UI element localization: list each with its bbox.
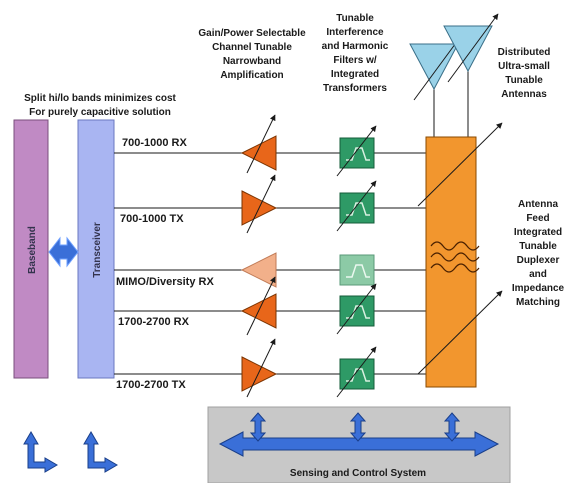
feed-note-line-7: Impedance: [512, 283, 565, 294]
gain-note-line-4: Amplification: [220, 70, 283, 81]
baseband-label: Baseband: [27, 226, 38, 274]
antennas-note-line-2: Ultra-small: [498, 61, 550, 72]
split-bands-note-line-1: Split hi/lo bands minimizes cost: [24, 93, 176, 104]
bent-arrow-icon-baseband: [23, 431, 58, 473]
sensing-control-label: Sensing and Control System: [290, 468, 426, 479]
amplifier-1700-2700-rx: [240, 276, 277, 336]
feed-note-line-2: Feed: [526, 213, 549, 224]
transceiver-label: Transceiver: [92, 222, 103, 278]
baseband-block: [13, 119, 49, 379]
bent-arrow-icon-transceiver: [83, 431, 118, 473]
feed-note-line-5: Duplexer: [517, 255, 560, 266]
path-label-1700-2700-tx: 1700-2700 TX: [116, 379, 186, 391]
amplifier-mimo-rx: [240, 252, 277, 288]
control-arrow-duplexer: [443, 412, 461, 442]
amplifier-700-1000-tx: [241, 174, 278, 234]
path-label-700-1000-tx: 700-1000 TX: [120, 213, 184, 225]
feed-note-line-4: Tunable: [519, 241, 557, 252]
feed-note-line-1: Antenna: [518, 199, 558, 210]
gain-note-line-3: Narrowband: [223, 56, 281, 67]
filter-mimo-rx: [339, 254, 375, 286]
control-arrow-amplifiers: [249, 412, 267, 442]
filters-note-line-2: Interference: [326, 27, 384, 38]
control-bus-arrow: [218, 431, 500, 457]
filter-700-1000-rx: [336, 125, 377, 177]
feed-note-line-8: Matching: [516, 297, 560, 308]
amplifier-700-1000-rx: [240, 114, 277, 174]
antennas-note-line-3: Tunable: [505, 75, 543, 86]
filter-700-1000-tx: [336, 180, 377, 232]
amplifier-1700-2700-tx: [241, 338, 278, 398]
gain-note-line-2: Channel Tunable: [212, 42, 292, 53]
path-label-700-1000-rx: 700-1000 RX: [122, 137, 187, 149]
filters-note-line-6: Transformers: [323, 83, 387, 94]
path-label-mimo-rx: MIMO/Diversity RX: [116, 276, 214, 288]
feed-note-line-3: Integrated: [514, 227, 562, 238]
filters-note-line-1: Tunable: [336, 13, 374, 24]
duplexer-block: [417, 122, 503, 388]
split-bands-note-line-2: For purely capacitive solution: [29, 107, 171, 118]
antennas-note-line-4: Antennas: [501, 89, 547, 100]
transceiver-block: [77, 119, 115, 379]
filters-note-line-4: Filters w/: [333, 55, 377, 66]
filters-note-line-5: Integrated: [331, 69, 379, 80]
control-arrow-filters: [349, 412, 367, 442]
filter-1700-2700-rx: [336, 283, 377, 335]
filters-note-line-3: and Harmonic: [322, 41, 389, 52]
filter-1700-2700-tx: [336, 346, 377, 398]
feed-note-line-6: and: [529, 269, 547, 280]
gain-note-line-1: Gain/Power Selectable: [198, 28, 306, 39]
antenna-right: [443, 13, 499, 83]
path-label-1700-2700-rx: 1700-2700 RX: [118, 316, 190, 328]
baseband-transceiver-arrow: [48, 236, 79, 268]
antennas-note-line-1: Distributed: [498, 47, 551, 58]
